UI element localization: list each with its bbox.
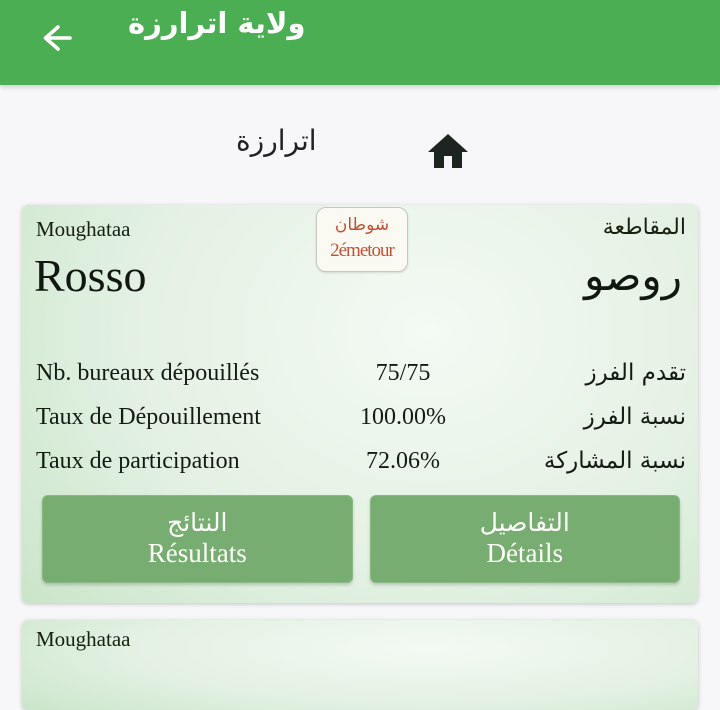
round-badge: شوطان 2émetour: [316, 207, 408, 272]
region-label: اترارزة: [236, 124, 317, 157]
round-badge-fr: 2émetour: [330, 240, 395, 261]
stat-value: 75/75: [375, 360, 431, 386]
stat-label-fr: Nb. bureaux dépouillés: [36, 360, 260, 386]
moughataa-card-rosso: Moughataa شوطان 2émetour المقاطعة Rosso …: [22, 205, 698, 603]
moughataa-name-ar: روصو: [584, 251, 682, 300]
moughataa-label-fr: Moughataa: [36, 627, 131, 651]
round-badge-ar: شوطان: [334, 215, 390, 235]
details-button-label-fr: Détails: [486, 538, 563, 569]
stat-label-fr: Taux de participation: [36, 448, 240, 474]
back-button[interactable]: [34, 16, 78, 60]
moughataa-name-fr: Rosso: [34, 250, 147, 301]
stat-row-depouillement: Taux de Dépouillement 100.00% نسبة الفرز: [36, 395, 686, 439]
moughataa-label-ar: المقاطعة: [602, 215, 686, 240]
stat-row-bureaux: Nb. bureaux dépouillés 75/75 تقدم الفرز: [36, 351, 686, 395]
page-title: ولاية اترارزة: [128, 6, 306, 40]
home-button[interactable]: [424, 128, 472, 176]
stat-label-ar: نسبة الفرز: [583, 404, 686, 430]
arrow-left-icon: [43, 25, 72, 51]
next-moughataa-card: Moughataa: [22, 620, 698, 710]
home-icon: [428, 134, 468, 168]
stat-value: 72.06%: [366, 448, 440, 474]
results-button[interactable]: النتائج Résultats: [42, 495, 353, 583]
stat-value: 100.00%: [360, 404, 446, 430]
stat-row-participation: Taux de participation 72.06% نسبة المشار…: [36, 439, 686, 483]
stat-label-ar: تقدم الفرز: [585, 360, 687, 386]
results-button-label-fr: Résultats: [147, 538, 247, 569]
app-bar: ولاية اترارزة: [0, 0, 720, 85]
moughataa-label-fr: Moughataa: [36, 217, 131, 241]
details-button[interactable]: التفاصيل Détails: [369, 495, 680, 583]
stats-table: Nb. bureaux dépouillés 75/75 تقدم الفرز …: [36, 351, 686, 483]
stat-label-fr: Taux de Dépouillement: [36, 404, 261, 430]
card-actions: النتائج Résultats التفاصيل Détails: [42, 495, 680, 583]
details-button-label-ar: التفاصيل: [479, 507, 570, 537]
results-button-label-ar: النتائج: [167, 507, 228, 537]
stat-label-ar: نسبة المشاركة: [543, 448, 686, 474]
